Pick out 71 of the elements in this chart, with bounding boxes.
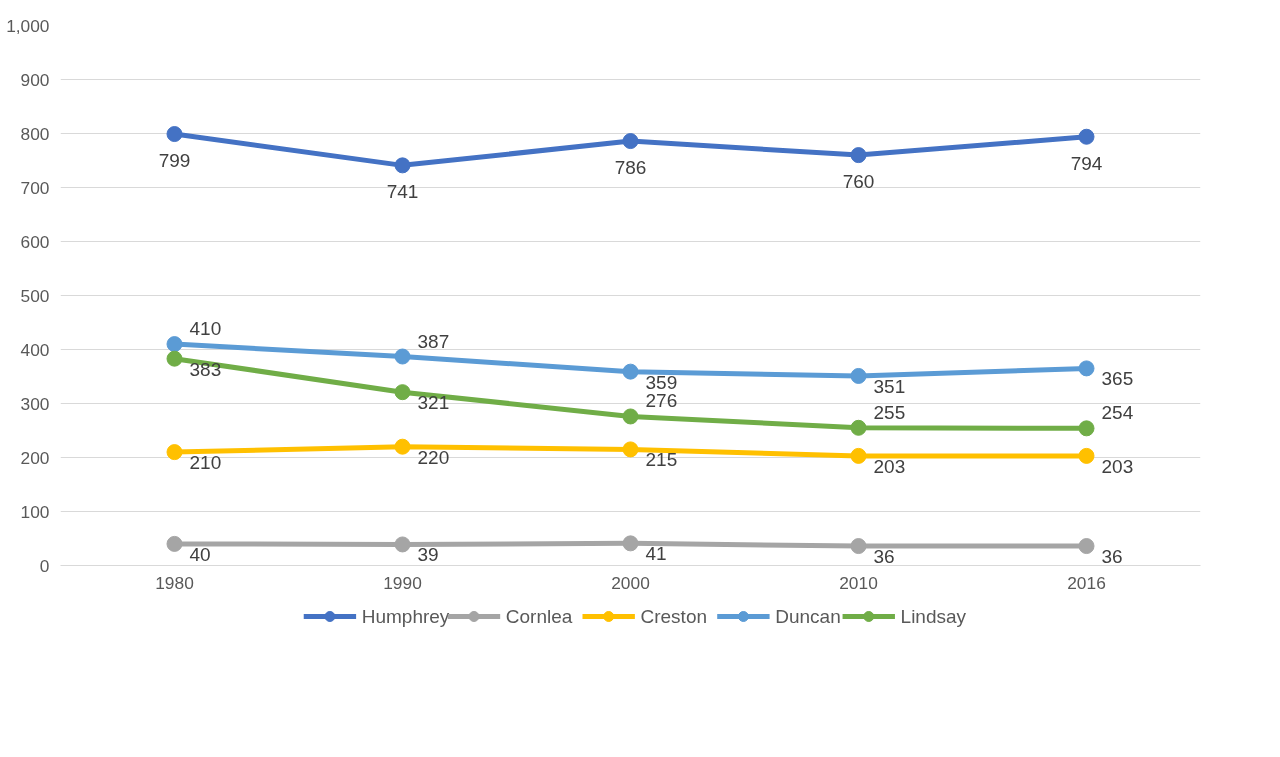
data-label: 321 — [417, 392, 450, 414]
data-label: 220 — [417, 446, 450, 468]
data-label: 760 — [842, 171, 875, 193]
data-label: 203 — [873, 455, 906, 477]
data-label: 215 — [645, 449, 678, 471]
data-label: 786 — [614, 157, 647, 179]
data-label: 799 — [158, 150, 191, 172]
y-tick-label: 900 — [20, 69, 50, 90]
data-label: 210 — [189, 452, 222, 474]
data-label: 41 — [645, 543, 667, 565]
y-tick-label: 800 — [20, 123, 50, 144]
x-tick-label: 1990 — [383, 572, 422, 593]
point — [622, 441, 639, 458]
data-label: 359 — [645, 371, 678, 393]
legend-label: Creston — [640, 606, 708, 627]
data-label: 351 — [873, 375, 906, 397]
y-tick-label: 100 — [20, 501, 50, 522]
point — [394, 384, 411, 401]
point — [166, 336, 183, 353]
y-tick-label: 400 — [20, 339, 50, 360]
y-tick-label: 300 — [20, 393, 50, 414]
data-label: 383 — [189, 358, 222, 380]
data-label: 36 — [1101, 546, 1123, 568]
y-tick-label: 0 — [39, 555, 50, 576]
point — [622, 363, 639, 380]
x-tick-label: 2000 — [611, 572, 650, 593]
point — [394, 348, 411, 365]
data-label: 40 — [189, 543, 211, 565]
legend-label: Lindsay — [900, 606, 967, 627]
data-label: 410 — [189, 318, 222, 340]
point — [1078, 447, 1095, 464]
data-label: 276 — [645, 390, 678, 412]
point — [1078, 360, 1095, 377]
point — [850, 419, 867, 436]
data-label: 36 — [873, 546, 895, 568]
point — [166, 535, 183, 552]
y-tick-label: 700 — [20, 177, 50, 198]
point — [622, 133, 639, 150]
y-tick-label: 1,000 — [6, 15, 50, 36]
y-tick-label: 500 — [20, 285, 50, 306]
point — [850, 538, 867, 555]
point — [850, 147, 867, 164]
point — [622, 535, 639, 552]
data-label: 794 — [1070, 152, 1103, 174]
point — [394, 438, 411, 455]
y-tick-label: 600 — [20, 231, 50, 252]
x-tick-label: 1980 — [155, 572, 194, 593]
x-tick-label: 2016 — [1067, 572, 1106, 593]
point — [1078, 538, 1095, 555]
data-label: 387 — [417, 330, 450, 352]
data-label: 254 — [1101, 402, 1134, 424]
legend-label: Cornlea — [505, 606, 573, 627]
point — [850, 367, 867, 384]
legend-label: Humphrey — [361, 606, 450, 627]
data-label: 365 — [1101, 368, 1134, 390]
x-tick-label: 2010 — [839, 572, 878, 593]
point — [394, 157, 411, 174]
data-label: 255 — [873, 401, 906, 423]
point — [622, 408, 639, 425]
data-label: 741 — [386, 181, 419, 203]
point — [394, 536, 411, 553]
point — [166, 444, 183, 461]
data-label: 39 — [417, 544, 439, 566]
point — [1078, 128, 1095, 145]
point — [850, 447, 867, 464]
point — [166, 126, 183, 143]
data-label: 203 — [1101, 455, 1134, 477]
legend-label: Duncan — [775, 606, 841, 627]
point — [166, 350, 183, 367]
point — [1078, 420, 1095, 437]
y-tick-label: 200 — [20, 447, 50, 468]
